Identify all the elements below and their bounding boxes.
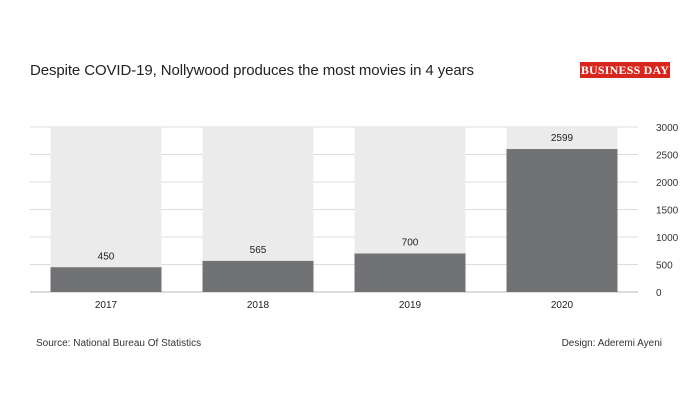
y-tick-label: 1000 bbox=[656, 233, 679, 244]
y-tick-label: 2000 bbox=[656, 178, 679, 189]
chart-title: Despite COVID-19, Nollywood produces the… bbox=[30, 62, 474, 79]
source-note: Source: National Bureau Of Statistics bbox=[36, 338, 202, 349]
business-day-logo: BUSINESS DAY bbox=[580, 62, 670, 78]
bar bbox=[202, 260, 314, 292]
logo-text: BUSINESS DAY bbox=[580, 62, 670, 77]
bar bbox=[354, 253, 466, 292]
y-tick-label: 2500 bbox=[656, 151, 679, 162]
x-tick-label: 2017 bbox=[95, 300, 118, 311]
bar bbox=[50, 267, 162, 292]
x-tick-label: 2020 bbox=[551, 300, 574, 311]
bar bbox=[506, 149, 618, 292]
data-label: 565 bbox=[250, 245, 267, 256]
y-tick-label: 0 bbox=[656, 288, 662, 299]
data-labels: 450 565 700 2599 bbox=[98, 133, 574, 262]
data-label: 450 bbox=[98, 251, 115, 262]
y-tick-label: 1500 bbox=[656, 206, 679, 217]
y-tick-label: 500 bbox=[656, 261, 673, 272]
data-label: 700 bbox=[402, 238, 419, 249]
y-axis-ticks: 0 500 1000 1500 2000 2500 3000 bbox=[656, 123, 679, 299]
bar-background bbox=[50, 127, 162, 292]
data-label: 2599 bbox=[551, 133, 574, 144]
design-credit: Design: Aderemi Ayeni bbox=[561, 338, 662, 349]
bars bbox=[50, 149, 618, 292]
x-axis-ticks: 2017 2018 2019 2020 bbox=[95, 300, 574, 311]
x-tick-label: 2019 bbox=[399, 300, 422, 311]
x-tick-label: 2018 bbox=[247, 300, 270, 311]
y-tick-label: 3000 bbox=[656, 123, 679, 134]
